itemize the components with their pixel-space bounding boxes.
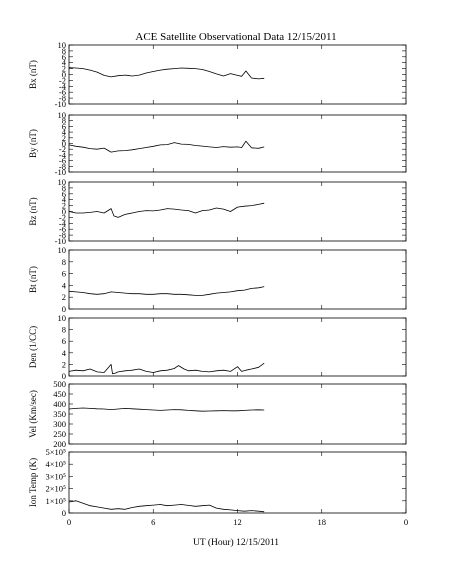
y-tick-label-bx: -6: [59, 87, 66, 97]
y-tick-label-by: 2: [62, 133, 66, 143]
y-axis-label-bz: Bz (nT): [28, 197, 38, 225]
y-tick-label-vel: 450: [53, 389, 66, 399]
y-tick-label-bz: -6: [59, 224, 66, 234]
y-tick-label-temp: 3×10⁵: [45, 471, 66, 481]
y-tick-label-vel: 250: [53, 429, 66, 439]
y-tick-label-temp: 5×10⁵: [45, 447, 66, 457]
y-tick-label-den: 10: [58, 313, 67, 323]
x-axis-label: UT (Hour) 12/15/2011: [193, 537, 279, 548]
y-tick-label-vel: 300: [53, 419, 66, 429]
y-tick-label-bz: 6: [62, 189, 66, 199]
y-tick-label-bx: 10: [58, 40, 67, 50]
y-tick-label-bz: 0: [62, 207, 66, 217]
panel-den: 10 86 42 0 Den (1/CC): [28, 313, 407, 381]
series-line-vel: [68, 407, 265, 412]
series-line-den: [68, 362, 265, 375]
y-tick-label-den: 6: [62, 336, 66, 346]
y-axis-label-by: By (nT): [28, 129, 38, 158]
y-tick-label-temp: 2×10⁵: [45, 484, 66, 494]
y-tick-label-den: 8: [62, 325, 66, 335]
y-tick-label-bx: -4: [59, 81, 67, 91]
y-tick-label-bx: 6: [62, 52, 66, 62]
y-axis-label-den: Den (1/CC): [28, 326, 38, 368]
y-tick-label-bt: 6: [62, 269, 66, 279]
y-tick-label-bt: 0: [62, 304, 66, 314]
y-tick-label-bz: -2: [59, 212, 66, 222]
y-tick-label-bx: -10: [55, 99, 66, 109]
x-tick-label: 6: [151, 517, 155, 527]
series-line-bz: [68, 202, 265, 218]
series-line-bx: [68, 67, 265, 80]
y-tick-label-temp: 4×10⁵: [45, 459, 66, 469]
panel-frame-bx: [68, 44, 407, 105]
y-tick-label-by: -6: [59, 156, 66, 166]
y-tick-label-vel: 200: [53, 439, 66, 449]
panel-frame-temp: [68, 451, 407, 514]
y-tick-label-by: 6: [62, 121, 66, 131]
series-line-by: [68, 140, 265, 153]
y-tick-label-bz: 10: [58, 177, 67, 187]
y-axis-label-temp: Ion Temp (K): [28, 458, 38, 507]
panel-frame-bz: [68, 181, 407, 242]
y-tick-label-by: -4: [59, 150, 67, 160]
y-tick-label-by: 8: [62, 116, 66, 126]
y-tick-label-bt: 8: [62, 257, 66, 267]
y-tick-label-bz: -8: [59, 230, 66, 240]
x-tick-label: 0: [404, 517, 408, 527]
panel-frame-vel: [68, 383, 407, 445]
chart-title: ACE Satellite Observational Data 12/15/2…: [135, 31, 336, 43]
y-tick-label-vel: 500: [53, 379, 66, 389]
y-tick-label-bx: -2: [59, 75, 66, 85]
y-axis-label-bx: Bx (nT): [28, 60, 38, 89]
y-tick-label-vel: 350: [53, 409, 66, 419]
series-line-temp: [68, 500, 265, 513]
y-tick-label-bz: -10: [55, 236, 66, 246]
y-tick-label-vel: 400: [53, 399, 66, 409]
panel-bt: 10 8 64 2 0 Bt (nT): [28, 245, 407, 314]
y-tick-label-bt: 4: [62, 280, 67, 290]
y-tick-label-bz: 2: [62, 201, 66, 211]
y-tick-label-bz: 8: [62, 183, 66, 193]
y-tick-label-bx: 2: [62, 64, 66, 74]
y-tick-label-bx: 0: [62, 70, 66, 80]
panel-frame-by: [68, 114, 407, 173]
y-tick-label-temp: 0: [62, 508, 66, 518]
panel-frame-bt: [68, 249, 407, 310]
y-axis-label-vel: Vel (Km/sec): [28, 390, 38, 438]
y-tick-label-by: -2: [59, 144, 66, 154]
y-tick-label-by: 0: [62, 139, 66, 149]
y-tick-label-by: 10: [58, 110, 67, 120]
y-tick-label-by: -8: [59, 161, 66, 171]
y-tick-label-den: 4: [62, 348, 67, 358]
y-tick-label-bt: 2: [62, 292, 66, 302]
y-tick-label-bz: 4: [62, 195, 67, 205]
series-line-bt: [68, 286, 265, 296]
x-tick-label: 12: [233, 517, 242, 527]
y-axis-label-bt: Bt (nT): [28, 266, 38, 293]
y-tick-label-bx: -8: [59, 93, 66, 103]
x-tick-label: 0: [67, 517, 71, 527]
y-tick-label-bx: 4: [62, 58, 67, 68]
y-tick-label-bx: 8: [62, 46, 66, 56]
y-tick-label-den: 2: [62, 359, 66, 369]
y-tick-label-bz: -4: [59, 218, 67, 228]
y-tick-label-den: 0: [62, 371, 66, 381]
y-tick-label-temp: 1×10⁵: [45, 496, 66, 506]
y-tick-label-by: -10: [55, 167, 66, 177]
x-tick-label: 18: [318, 517, 327, 527]
y-tick-label-by: 4: [62, 127, 67, 137]
y-tick-label-bt: 10: [58, 245, 67, 255]
panel-temp: 5×10⁵ 4×10⁵ 3×10⁵ 2×10⁵ 1×10⁵ 0 Ion Temp (K): [28, 447, 407, 518]
